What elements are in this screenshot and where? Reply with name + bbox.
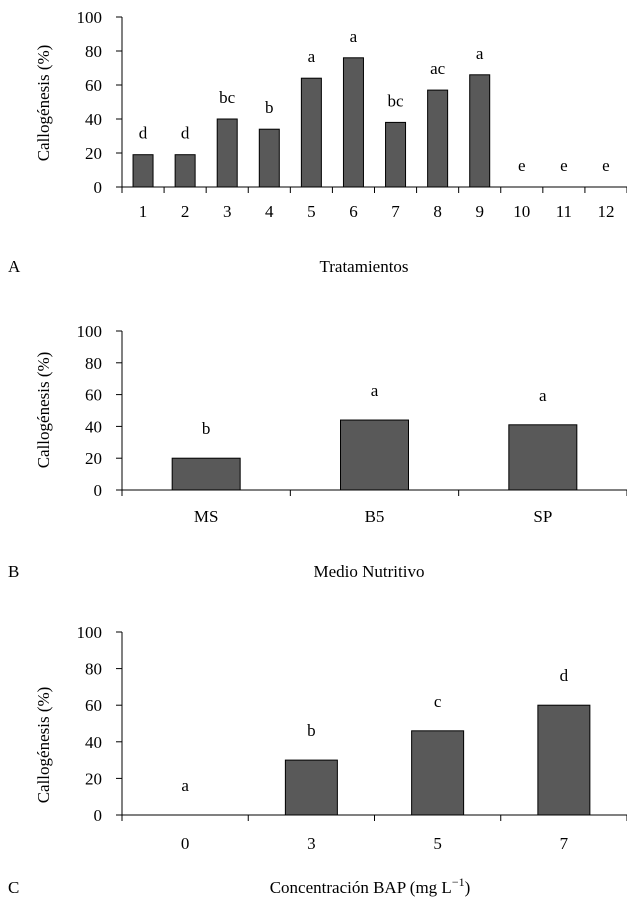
significance-letter: e — [602, 156, 610, 175]
significance-letter: a — [539, 386, 547, 405]
y-tick-label: 100 — [77, 623, 103, 642]
significance-letter: ac — [430, 59, 446, 78]
y-tick-label: 60 — [85, 696, 102, 715]
x-tick-label: 3 — [223, 202, 232, 221]
y-tick-label: 80 — [85, 42, 102, 61]
x-axis-label-superscript: −1 — [452, 875, 465, 889]
y-tick-label: 40 — [85, 110, 102, 129]
y-tick-label: 20 — [85, 769, 102, 788]
bar — [216, 118, 238, 188]
y-tick-label: 80 — [85, 354, 102, 373]
y-tick-label: 20 — [85, 144, 102, 163]
x-tick-label: SP — [533, 507, 552, 526]
x-tick-label: 4 — [265, 202, 274, 221]
x-tick-label: 5 — [433, 834, 442, 853]
bar — [171, 457, 241, 491]
significance-letter: b — [307, 721, 316, 740]
x-tick-label: 3 — [307, 834, 316, 853]
x-axis-label: Concentración BAP (mg L−1) — [270, 875, 471, 897]
x-tick-label: 5 — [307, 202, 316, 221]
bar — [174, 154, 196, 188]
bar — [300, 77, 322, 188]
bar — [132, 154, 154, 188]
significance-letter: d — [181, 124, 190, 143]
x-axis-label-close: ) — [465, 878, 471, 897]
bar — [340, 419, 409, 491]
panel-c: a b c d 0 20 40 60 80 100 0 3 5 7 Callogénesis (%) C… — [8, 623, 627, 897]
bar — [342, 57, 364, 188]
y-tick-label: 60 — [85, 76, 102, 95]
x-tick-label: 7 — [560, 834, 569, 853]
bar — [385, 121, 407, 188]
x-axis-label: Medio Nutritivo — [314, 562, 425, 581]
x-tick-label: B5 — [365, 507, 385, 526]
x-tick-label: 7 — [391, 202, 400, 221]
x-tick-label: 0 — [181, 834, 190, 853]
significance-letter: e — [560, 156, 568, 175]
significance-letter: bc — [388, 91, 405, 110]
y-tick-label: 0 — [94, 481, 103, 500]
significance-letter: d — [139, 124, 148, 143]
x-tick-label: 1 — [139, 202, 148, 221]
significance-letter: c — [434, 692, 442, 711]
y-axis-label: Callogénesis (%) — [34, 687, 53, 804]
significance-letter: b — [202, 419, 211, 438]
significance-letter: bc — [219, 88, 236, 107]
x-tick-label: 9 — [475, 202, 484, 221]
bar — [258, 128, 280, 188]
y-tick-label: 40 — [85, 733, 102, 752]
y-tick-label: 40 — [85, 417, 102, 436]
x-tick-label: 11 — [556, 202, 572, 221]
bar — [427, 89, 449, 188]
y-axis-label: Callogénesis (%) — [34, 352, 53, 469]
significance-letter: a — [476, 44, 484, 63]
y-tick-label: 80 — [85, 660, 102, 679]
significance-letter: a — [371, 381, 379, 400]
x-tick-label: 8 — [433, 202, 442, 221]
y-tick-label: 100 — [77, 8, 103, 27]
x-tick-label: 10 — [513, 202, 530, 221]
y-tick-label: 0 — [94, 806, 103, 825]
significance-letter: e — [518, 156, 526, 175]
significance-letter: a — [308, 47, 316, 66]
x-tick-label: 12 — [597, 202, 614, 221]
bar — [469, 74, 491, 188]
bar — [508, 424, 578, 491]
significance-letter: b — [265, 98, 274, 117]
panel-letter: C — [8, 878, 19, 897]
y-tick-label: 100 — [77, 322, 103, 341]
panel-letter: A — [8, 257, 21, 276]
bar — [537, 704, 591, 816]
significance-letter: a — [350, 27, 358, 46]
bar — [411, 730, 465, 816]
x-tick-label: MS — [194, 507, 219, 526]
y-tick-label: 0 — [94, 178, 103, 197]
x-axis-label: Tratamientos — [319, 257, 408, 276]
y-tick-label: 20 — [85, 449, 102, 468]
bar — [284, 759, 338, 816]
x-tick-label: 2 — [181, 202, 190, 221]
x-axis-label-main: Concentración BAP (mg L — [270, 878, 452, 897]
y-tick-label: 60 — [85, 386, 102, 405]
x-tick-label: 6 — [349, 202, 358, 221]
panel-letter: B — [8, 562, 19, 581]
y-axis-label: Callogénesis (%) — [34, 45, 53, 162]
significance-letter: a — [181, 776, 189, 795]
significance-letter: d — [560, 666, 569, 685]
